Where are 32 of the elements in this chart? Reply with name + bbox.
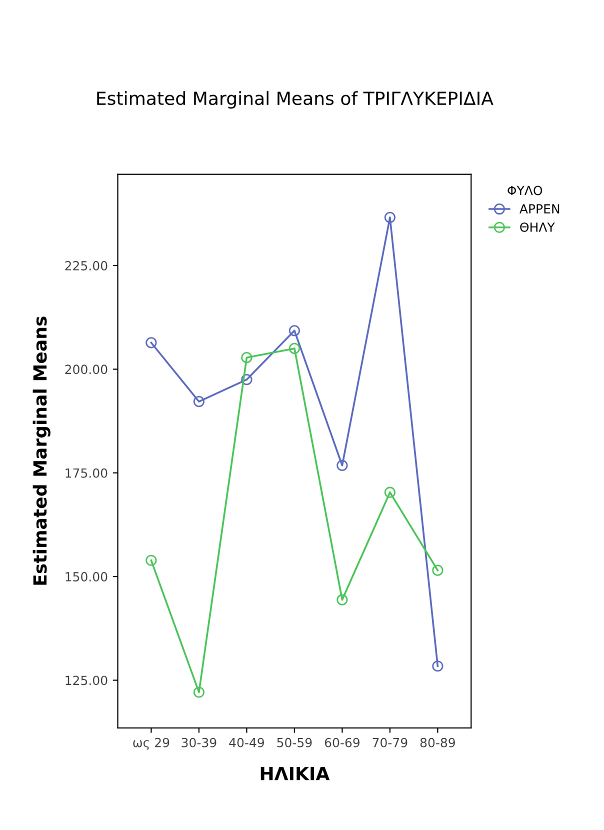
point (336, 594, 348, 606)
point (384, 486, 396, 498)
chart-title: Estimated Marginal Means of ΤΡΙΓΛΥΚΕΡΙΔΙΑ (97, 91, 494, 109)
y-tick-label: 150.00 (66, 572, 108, 582)
legend-label: ΘΗΛΥ (520, 222, 555, 232)
point (288, 325, 300, 336)
point (432, 564, 444, 576)
point (288, 342, 300, 354)
point (193, 686, 205, 698)
y-tick-label: 175.00 (66, 468, 108, 478)
x-tick-label: ως 29 (133, 738, 170, 750)
x-tick-label: 40-49 (229, 738, 264, 748)
point (432, 660, 444, 672)
point (193, 396, 205, 408)
x-tick-label: 30-39 (182, 738, 216, 748)
legend-label: ΑΡΡΕΝ (520, 204, 560, 214)
y-tick-label: 225.00 (65, 261, 108, 270)
x-tick-label: 80-89 (420, 738, 455, 748)
point (146, 554, 157, 566)
x-tick-label: 50-59 (277, 738, 312, 748)
point (241, 374, 252, 386)
y-tick-label: 125.00 (66, 676, 108, 686)
point (336, 460, 348, 471)
x-tick-label: 60-69 (324, 738, 360, 748)
point (241, 352, 252, 364)
x-tick-label: 70-79 (372, 738, 408, 748)
point (384, 212, 396, 223)
y-tick-label: 200.00 (65, 364, 108, 374)
legend-title: ΦΥΛΟ (508, 186, 542, 196)
x-axis-title: ΗΛΙΚΙΑ (260, 766, 330, 780)
point (146, 337, 157, 348)
y-axis-title: Estimated Marginal Means (32, 316, 50, 585)
